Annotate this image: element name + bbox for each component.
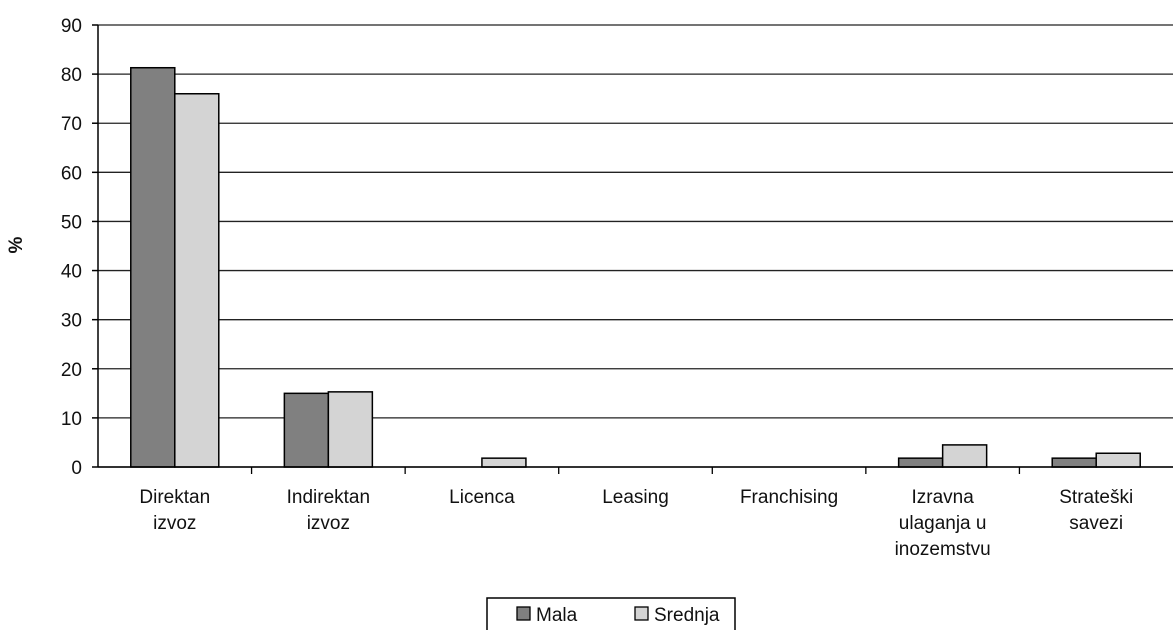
legend-swatch [516,606,531,621]
legend-label: Mala [536,605,578,626]
x-tick-label: Izravna ulaganja u inozemstvu [895,487,991,560]
bar [481,457,527,468]
y-tick-label: 90 [61,16,82,37]
x-tick-label: Leasing [602,487,669,508]
x-tick-label: Franchising [740,487,838,508]
y-tick-label: 50 [61,212,82,233]
y-tick-label: 0 [71,458,82,479]
bar [327,391,374,468]
y-tick-label: 40 [61,262,82,283]
bar [1095,452,1141,468]
y-tick-label: 70 [61,114,82,135]
y-tick-label: 60 [61,163,82,184]
x-tick-label: Direktan izvoz [139,487,210,534]
bar [941,444,988,468]
x-tick-label: Indirektan izvoz [287,487,370,534]
bar [897,457,944,468]
bar [283,392,330,468]
legend-label: Srednja [654,605,720,626]
y-tick-label: 80 [61,65,82,86]
bar [174,93,220,468]
y-tick-label: 30 [61,311,82,332]
x-tick-label: Strateški savezi [1059,487,1133,534]
bar [1051,457,1097,468]
y-tick-label: 10 [61,409,82,430]
y-tick-label: 20 [61,360,82,381]
y-axis-label: % [6,236,27,253]
x-tick-label: Licenca [449,487,515,508]
legend-swatch [634,606,649,621]
bar [130,66,176,468]
